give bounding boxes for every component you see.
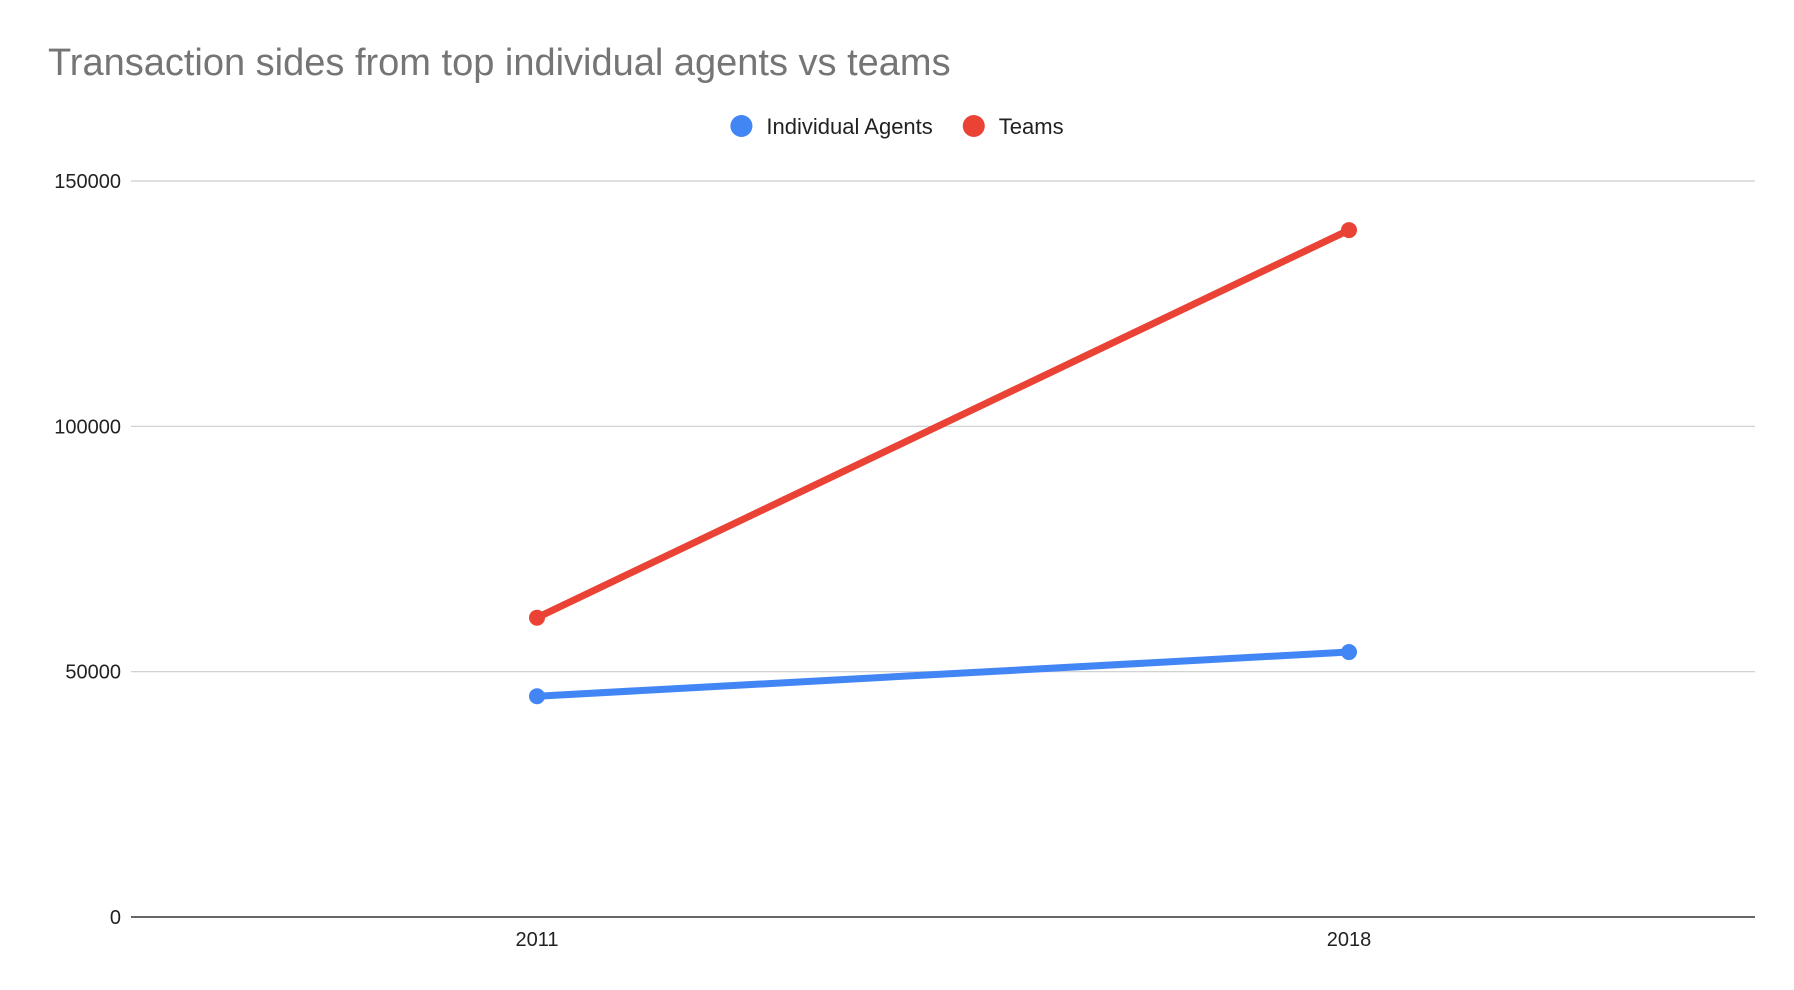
data-point-teams: [529, 609, 545, 626]
legend-label: Teams: [999, 114, 1064, 139]
x-tick-label: 2011: [515, 929, 558, 951]
y-tick-label: 0: [110, 907, 121, 929]
y-tick-label: 150000: [54, 171, 121, 193]
series-line-individual-agents: [533, 648, 1353, 700]
legend-item: Teams: [962, 114, 1064, 139]
data-point-individual-agents: [529, 688, 545, 705]
x-tick-label: 2018: [1327, 929, 1372, 951]
y-tick-label: 100000: [54, 416, 121, 438]
series-line-teams: [533, 226, 1353, 622]
y-axis: 0 50000 100000 150000: [54, 171, 121, 929]
legend: Individual Agents Teams: [730, 114, 1064, 139]
legend-marker: [730, 115, 753, 137]
legend-item: Individual Agents: [730, 114, 933, 139]
plot-series: [529, 222, 1357, 705]
data-point-teams: [1341, 222, 1357, 239]
chart-title: Transaction sides from top individual ag…: [48, 42, 951, 84]
y-tick-label: 50000: [65, 662, 121, 684]
x-axis: 2011 2018: [131, 916, 1755, 951]
legend-label: Individual Agents: [766, 114, 932, 139]
legend-marker: [962, 115, 985, 137]
data-point-individual-agents: [1341, 644, 1357, 661]
